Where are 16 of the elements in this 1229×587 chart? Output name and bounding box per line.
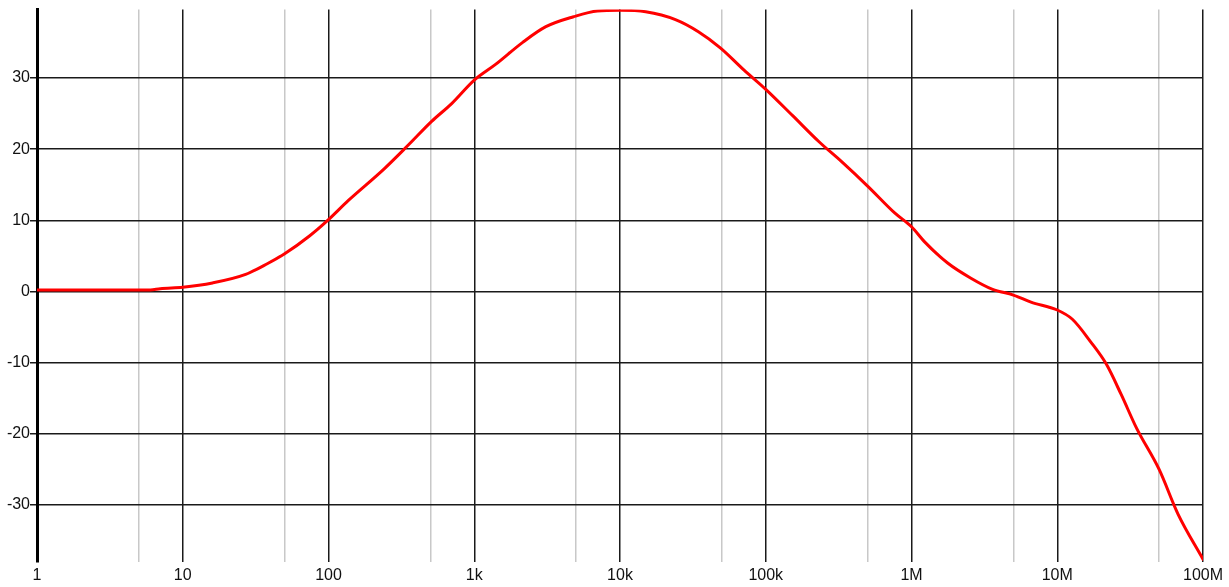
y-tick-label: 10 <box>12 210 31 228</box>
x-tick-label: 100k <box>748 566 785 584</box>
x-tick-label: 100M <box>1182 566 1224 584</box>
y-tick-label: 30 <box>12 68 31 86</box>
y-tick-label: 20 <box>12 139 31 157</box>
y-tick-label: -20 <box>6 424 31 442</box>
x-tick-label: 1k <box>465 566 484 584</box>
y-tick-label: -30 <box>6 495 31 513</box>
x-tick-label: 10k <box>607 566 634 584</box>
x-tick-label: 10M <box>1041 566 1073 584</box>
x-tick-label: 1 <box>32 566 42 584</box>
y-tick-label: 0 <box>21 281 31 299</box>
x-tick-label: 10 <box>173 566 192 584</box>
x-tick-label: 1M <box>900 566 923 584</box>
y-tick-label: -10 <box>6 353 31 371</box>
x-tick-label: 100 <box>315 566 342 584</box>
